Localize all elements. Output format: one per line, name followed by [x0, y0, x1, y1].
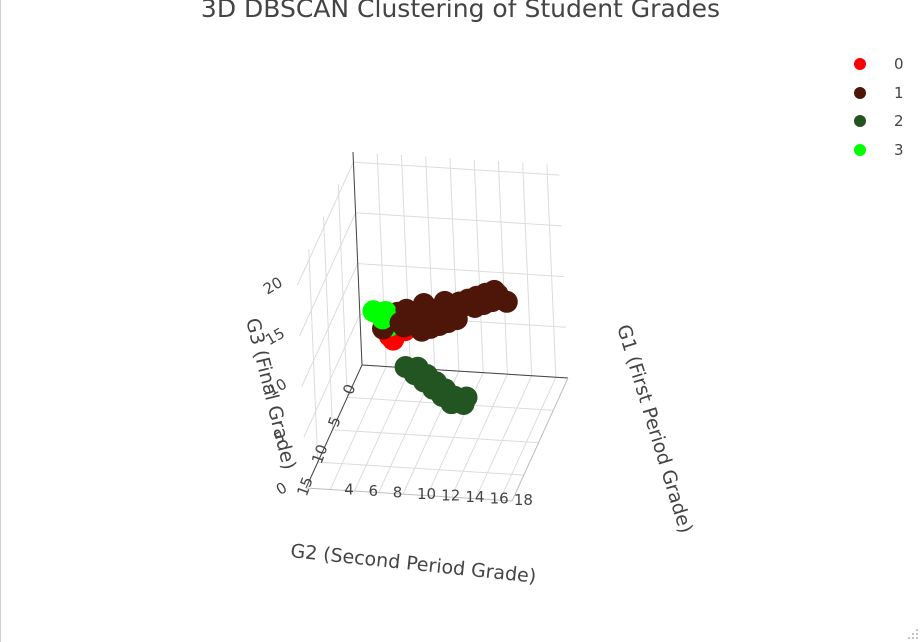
g2-tick-label: 10	[308, 442, 331, 466]
wall-gridline	[299, 212, 357, 337]
legend-item[interactable]: 0	[846, 50, 904, 79]
floor-gridline	[354, 367, 411, 492]
g3-tick-label: 20	[260, 273, 286, 298]
box-edge	[305, 487, 513, 502]
x-axis-title: G1 (First Period Grade)	[612, 322, 696, 536]
floor-gridline	[450, 373, 508, 498]
g1-tick-label: 8	[393, 484, 403, 502]
wall-gridline	[546, 164, 557, 378]
wall-gridline	[301, 263, 359, 387]
floor-gridline	[329, 366, 387, 490]
resize-handle-icon[interactable]	[907, 628, 919, 640]
wall-gridline	[353, 161, 560, 176]
data-point-cluster-1	[445, 308, 468, 331]
box-edge	[361, 364, 569, 379]
g1-tick-label: 14	[465, 488, 484, 506]
legend-swatch	[854, 144, 866, 157]
left-border	[0, 0, 1, 642]
legend-label: 1	[894, 83, 904, 102]
data-point-cluster-1	[407, 316, 430, 339]
wall-gridline	[296, 161, 354, 286]
wall-gridline	[355, 212, 562, 227]
legend-item[interactable]: 3	[846, 136, 904, 165]
legend-item[interactable]: 2	[846, 107, 904, 136]
legend-item[interactable]: 1	[846, 79, 904, 108]
box-edge	[352, 151, 363, 366]
data-points	[362, 279, 518, 415]
wall-gridline	[357, 263, 564, 278]
chart-title: 3D DBSCAN Clustering of Student Grades	[200, 0, 721, 23]
legend-label: 0	[894, 55, 904, 74]
wall-gridline	[497, 161, 508, 375]
wall-gridline	[337, 184, 348, 398]
g1-tick-label: 10	[417, 485, 436, 503]
data-point-cluster-3	[371, 307, 394, 330]
g1-tick-label: 16	[490, 490, 509, 508]
g3-tick-label: 0	[273, 478, 290, 498]
data-point-cluster-2	[452, 392, 475, 415]
legend-label: 2	[894, 112, 904, 131]
g2-tick-label: 5	[324, 414, 344, 429]
data-point-cluster-1	[389, 311, 412, 334]
wall-gridline	[473, 159, 484, 373]
legend-swatch	[854, 58, 866, 71]
floor-gridline	[499, 377, 557, 501]
box-edge	[305, 364, 363, 489]
floor-gridline	[317, 461, 524, 476]
legend-swatch	[854, 115, 866, 128]
wall-gridline	[449, 158, 460, 372]
legend: 0 1 2 3	[846, 50, 904, 164]
floor-gridline	[475, 375, 533, 499]
wall-gridline	[308, 249, 319, 463]
data-point-cluster-1	[495, 290, 518, 313]
g2-tick-label: 0	[339, 382, 359, 397]
legend-label: 3	[894, 141, 904, 160]
floor-gridline	[332, 429, 539, 444]
wall-gridline	[323, 216, 334, 430]
y-axis-title: G2 (Second Period Grade)	[289, 540, 537, 588]
wall-gridline	[522, 162, 533, 376]
g1-tick-label: 12	[441, 487, 460, 505]
g2-tick-label: 15	[293, 474, 316, 498]
box-edge	[511, 377, 569, 502]
g1-ticks: 4 6 8 10 12 14 16 18	[344, 481, 533, 510]
g1-tick-label: 6	[368, 482, 378, 500]
wall-gridline	[303, 314, 361, 438]
g1-tick-label: 18	[514, 491, 533, 509]
g1-tick-label: 4	[344, 481, 354, 499]
legend-swatch	[854, 86, 866, 99]
